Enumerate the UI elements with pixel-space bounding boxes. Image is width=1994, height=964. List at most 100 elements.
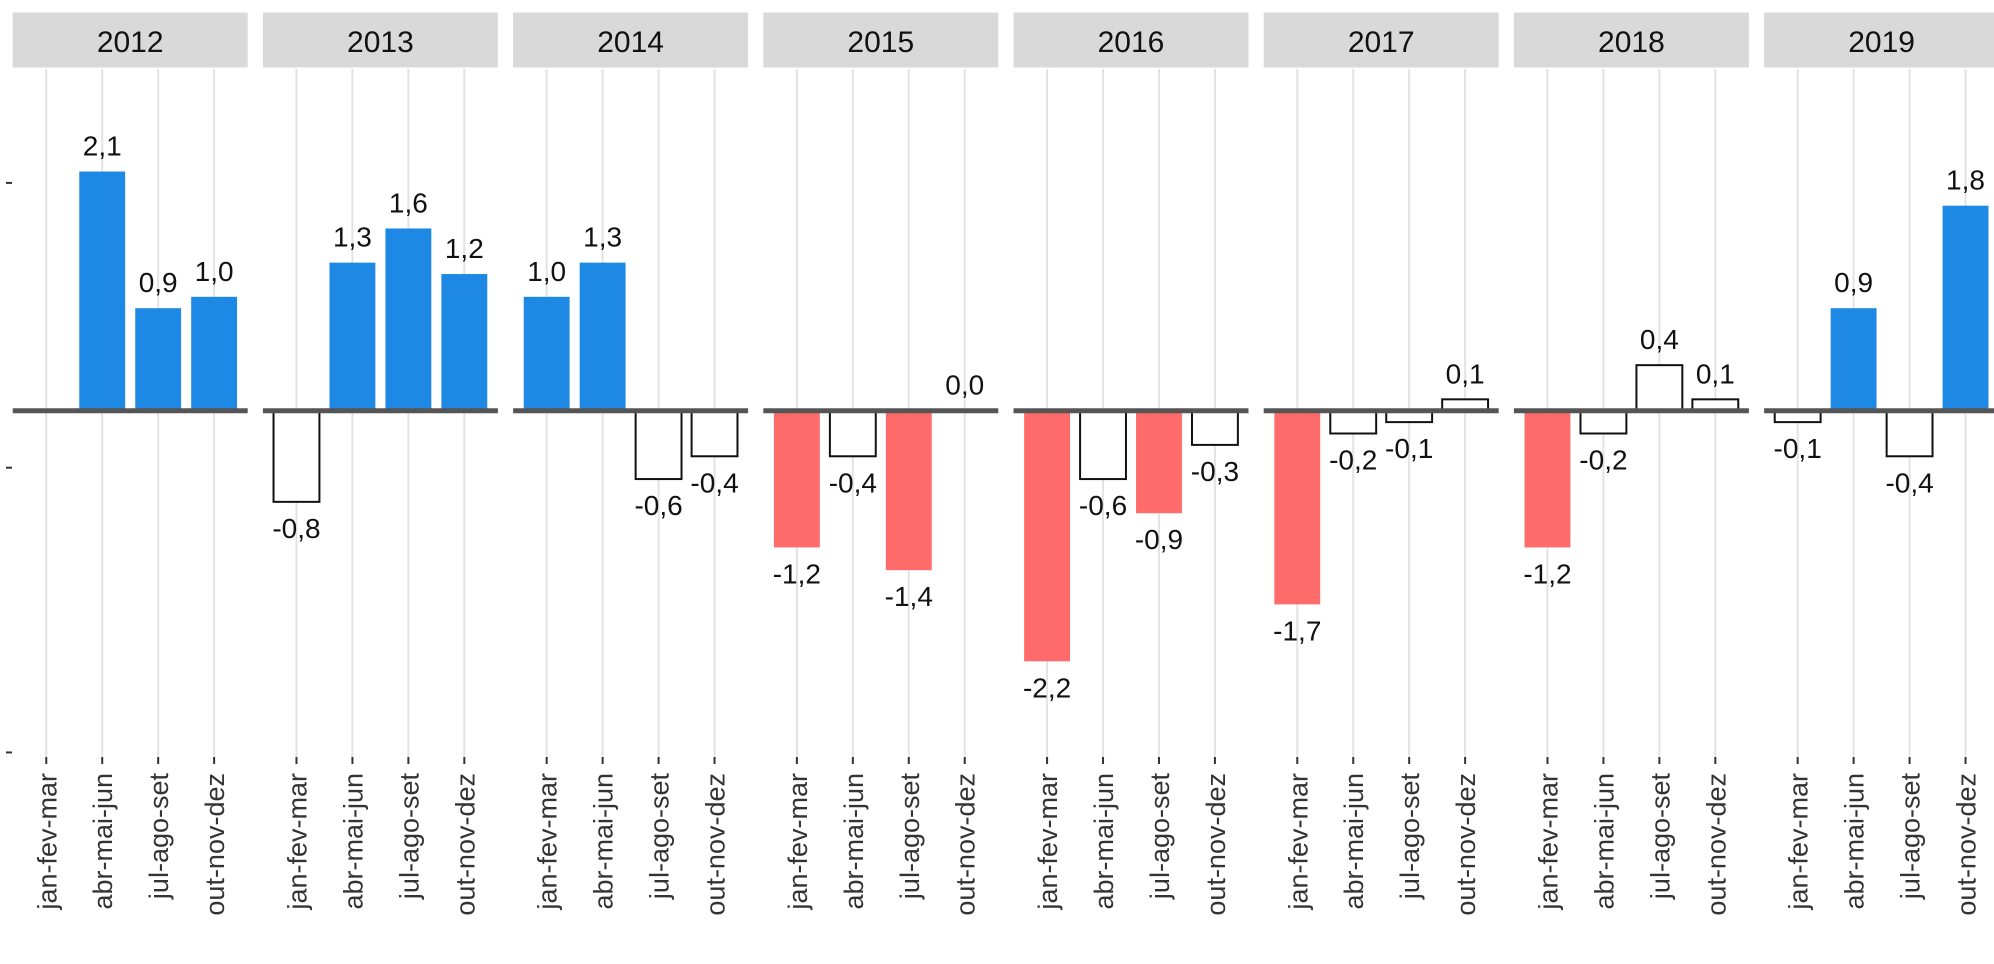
x-tick-label: out-nov-dez xyxy=(701,773,731,916)
value-label: -0,6 xyxy=(634,490,682,521)
value-label: 1,3 xyxy=(333,222,372,253)
value-label: 0,1 xyxy=(1446,358,1485,389)
bar xyxy=(1885,409,1934,458)
x-tick-label: abr-mai-jun xyxy=(1339,773,1369,910)
x-tick-label: abr-mai-jun xyxy=(338,773,368,910)
bar xyxy=(135,308,182,411)
bar xyxy=(385,228,432,411)
value-label: 1,0 xyxy=(195,256,234,287)
value-label: -0,8 xyxy=(272,513,320,544)
x-tick-label: jan-fev-mar xyxy=(1533,773,1563,911)
value-label: -2,2 xyxy=(1023,672,1071,703)
value-label: 0,4 xyxy=(1640,324,1679,355)
x-tick-label: out-nov-dez xyxy=(1701,773,1731,916)
facet-title: 2012 xyxy=(97,26,164,59)
facet-title: 2016 xyxy=(1098,26,1165,59)
value-label: -1,2 xyxy=(1523,558,1571,589)
facet-title: 2018 xyxy=(1598,26,1665,59)
x-tick-label: jul-ago-set xyxy=(144,773,174,901)
facet-title: 2017 xyxy=(1348,26,1415,59)
x-tick-label: out-nov-dez xyxy=(1201,773,1231,916)
x-tick-label: out-nov-dez xyxy=(200,773,230,916)
value-label: 1,3 xyxy=(583,222,622,253)
bar xyxy=(272,409,321,503)
x-tick-label: jan-fev-mar xyxy=(533,773,563,911)
bar xyxy=(1079,409,1127,481)
x-tick-label: jul-ago-set xyxy=(1395,773,1425,901)
x-tick-label: out-nov-dez xyxy=(951,773,981,916)
facet-title: 2013 xyxy=(347,26,414,59)
facet-strip xyxy=(1013,12,1249,68)
value-label: -0,4 xyxy=(1885,467,1933,498)
x-tick-label: abr-mai-jun xyxy=(839,773,869,910)
facet-strip xyxy=(262,12,498,68)
value-label: -1,4 xyxy=(885,581,933,612)
x-tick-label: abr-mai-jun xyxy=(1589,773,1619,910)
bar xyxy=(1635,364,1684,412)
value-label: -0,4 xyxy=(829,467,877,498)
value-label: 1,8 xyxy=(1946,165,1985,196)
facet-title: 2015 xyxy=(847,26,914,59)
facet-title: 2019 xyxy=(1848,26,1915,59)
bar xyxy=(441,274,488,411)
bar xyxy=(1274,410,1321,605)
x-tick-label: out-nov-dez xyxy=(450,773,480,916)
value-label: -0,3 xyxy=(1191,456,1239,487)
bar xyxy=(1136,410,1182,514)
bar xyxy=(1579,409,1628,435)
value-label: 0,9 xyxy=(1834,267,1873,298)
x-tick-label: jan-fev-mar xyxy=(32,773,62,911)
facet-strip xyxy=(12,12,248,68)
facet-strip xyxy=(1764,12,1994,68)
x-tick-label: jan-fev-mar xyxy=(783,773,813,911)
bar xyxy=(634,409,683,481)
value-label: -0,1 xyxy=(1774,433,1822,464)
bar xyxy=(523,296,570,411)
x-tick-label: jan-fev-mar xyxy=(1784,773,1814,911)
facet-strip xyxy=(1513,12,1749,68)
x-tick-label: jan-fev-mar xyxy=(1033,773,1063,911)
x-tick-label: jul-ago-set xyxy=(895,773,925,901)
bar xyxy=(79,171,126,411)
value-label: 1,2 xyxy=(445,233,484,264)
bar xyxy=(1190,409,1239,446)
value-label: -0,9 xyxy=(1135,524,1183,555)
value-label: -1,2 xyxy=(773,558,821,589)
bar xyxy=(1524,410,1571,548)
x-tick-label: jul-ago-set xyxy=(1145,773,1175,901)
value-label: 0,0 xyxy=(945,370,984,401)
bar xyxy=(1329,409,1378,435)
x-tick-label: out-nov-dez xyxy=(1451,773,1481,916)
x-tick-label: out-nov-dez xyxy=(1952,773,1982,916)
value-label: 0,1 xyxy=(1696,358,1735,389)
value-label: -0,1 xyxy=(1385,433,1433,464)
bar xyxy=(1942,205,1989,411)
bar xyxy=(1830,308,1877,411)
x-tick-label: jul-ago-set xyxy=(1896,773,1926,901)
x-tick-label: abr-mai-jun xyxy=(1840,773,1870,910)
x-tick-label: jul-ago-set xyxy=(394,773,424,901)
bar xyxy=(885,410,932,571)
value-label: -0,6 xyxy=(1079,490,1127,521)
x-tick-label: abr-mai-jun xyxy=(88,773,118,910)
value-label: 1,6 xyxy=(389,187,428,218)
value-label: -0,4 xyxy=(690,467,738,498)
x-tick-label: abr-mai-jun xyxy=(589,773,619,910)
bar xyxy=(690,409,739,458)
facet-strip xyxy=(763,12,999,68)
value-label: 2,1 xyxy=(83,131,122,162)
x-tick-label: abr-mai-jun xyxy=(1089,773,1119,910)
bar xyxy=(329,262,376,411)
bar xyxy=(1024,410,1071,662)
facet-strip xyxy=(513,12,749,68)
facet-strip xyxy=(1263,12,1499,68)
x-tick-label: jul-ago-set xyxy=(645,773,675,901)
value-label: 1,0 xyxy=(527,256,566,287)
value-label: -1,7 xyxy=(1273,615,1321,646)
x-tick-label: jan-fev-mar xyxy=(1283,773,1313,911)
value-label: -0,2 xyxy=(1329,445,1377,476)
value-label: -0,2 xyxy=(1579,445,1627,476)
bar xyxy=(191,296,238,411)
value-label: 0,9 xyxy=(139,267,178,298)
